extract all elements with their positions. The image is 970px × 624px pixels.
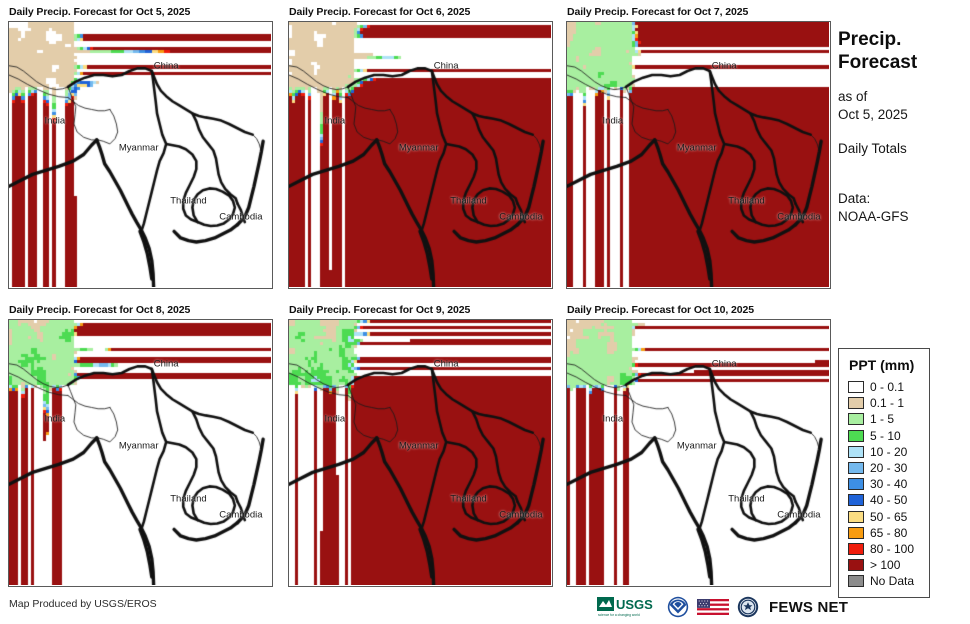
spacer [838,158,968,174]
forecast-panel-4: Daily Precip. Forecast for Oct 8, 2025 C… [8,304,273,587]
map-credit: Map Produced by USGS/EROS [9,598,157,610]
legend-item: 0.1 - 1 [848,395,921,411]
legend-item: 65 - 80 [848,525,921,541]
noaa-logo [667,596,689,618]
legend-swatch [848,413,864,426]
precip-map-canvas [289,22,551,287]
forecast-panel-5: Daily Precip. Forecast for Oct 9, 2025 C… [288,304,553,587]
legend-label: 0 - 0.1 [870,380,905,395]
spacer [838,174,968,190]
legend-item: 40 - 50 [848,492,921,508]
state-dept-seal-logo [737,596,759,618]
forecast-info-block: Precip. Forecast as of Oct 5, 2025 Daily… [838,28,968,226]
svg-text:science for a changing world: science for a changing world [598,613,640,617]
legend-swatch [848,575,864,588]
panel-title: Daily Precip. Forecast for Oct 10, 2025 [567,304,754,316]
map-frame[interactable]: China India Myanmar Thailand Cambodia [566,21,831,289]
map-frame[interactable]: China India Myanmar Thailand Cambodia [8,319,273,587]
forecast-panel-3: Daily Precip. Forecast for Oct 7, 2025 C… [566,6,831,289]
forecast-panel-6: Daily Precip. Forecast for Oct 10, 2025 … [566,304,831,587]
legend-item: 30 - 40 [848,476,921,492]
legend-item: 1 - 5 [848,411,921,427]
fews-net-label: FEWS NET [769,598,849,616]
page-title-line1: Precip. [838,29,902,50]
legend-label: 5 - 10 [870,428,901,443]
precip-map-canvas [9,22,271,287]
legend-swatch [848,526,864,539]
legend-label: 65 - 80 [870,525,908,540]
map-frame[interactable]: China India Myanmar Thailand Cambodia [288,319,553,587]
footer-logos: USGS science for a changing world F [597,594,848,620]
legend-item: 20 - 30 [848,460,921,476]
legend-label: 80 - 100 [870,541,915,556]
legend-label: 10 - 20 [870,444,908,459]
precip-map-canvas [9,320,271,585]
spacer [838,124,968,140]
legend-swatch [848,542,864,555]
svg-text:USGS: USGS [616,597,653,612]
legend-swatch [848,397,864,410]
map-frame[interactable]: China India Myanmar Thailand Cambodia [8,21,273,289]
usgs-logo: USGS science for a changing world [597,597,653,617]
legend-item: No Data [848,573,921,589]
legend-swatch [848,381,864,394]
panel-title: Daily Precip. Forecast for Oct 7, 2025 [567,6,749,18]
legend-swatch [848,445,864,458]
legend-swatch [848,494,864,507]
legend-swatch [848,510,864,523]
map-frame[interactable]: China India Myanmar Thailand Cambodia [566,319,831,587]
legend-label: 0.1 - 1 [870,396,905,411]
legend-item: > 100 [848,557,921,573]
forecast-panel-2: Daily Precip. Forecast for Oct 6, 2025 C… [288,6,553,289]
legend-swatch [848,559,864,572]
data-source: NOAA-GFS [838,209,909,224]
page-title: Precip. Forecast [838,28,968,74]
legend-label: 40 - 50 [870,493,908,508]
legend-swatch [848,462,864,475]
legend-label: No Data [870,574,915,589]
page-title-line2: Forecast [838,52,918,73]
legend-swatch [848,478,864,491]
panel-title: Daily Precip. Forecast for Oct 9, 2025 [289,304,471,316]
legend-label: 20 - 30 [870,461,908,476]
map-frame[interactable]: China India Myanmar Thailand Cambodia [288,21,553,289]
as-of-label: as of [838,89,868,104]
panel-title: Daily Precip. Forecast for Oct 6, 2025 [289,6,471,18]
legend-label: > 100 [870,558,901,573]
panel-title: Daily Precip. Forecast for Oct 8, 2025 [9,304,191,316]
legend-swatch [848,429,864,442]
precip-map-canvas [567,320,829,585]
as-of-date: Oct 5, 2025 [838,107,908,122]
legend-item: 10 - 20 [848,444,921,460]
totals-label: Daily Totals [838,141,907,156]
legend-item: 5 - 10 [848,428,921,444]
legend-item: 80 - 100 [848,541,921,557]
precip-map-canvas [567,22,829,287]
legend-label: 1 - 5 [870,412,895,427]
legend-title: PPT (mm) [849,357,915,373]
legend-item: 50 - 65 [848,509,921,525]
us-flag-logo [697,599,729,615]
legend-label: 50 - 65 [870,509,908,524]
legend-label: 30 - 40 [870,477,908,492]
legend-item: 0 - 0.1 [848,379,921,395]
forecast-panel-1: Daily Precip. Forecast for Oct 5, 2025 C… [8,6,273,289]
precip-map-canvas [289,320,551,585]
panel-title: Daily Precip. Forecast for Oct 5, 2025 [9,6,191,18]
data-label: Data: [838,191,871,206]
